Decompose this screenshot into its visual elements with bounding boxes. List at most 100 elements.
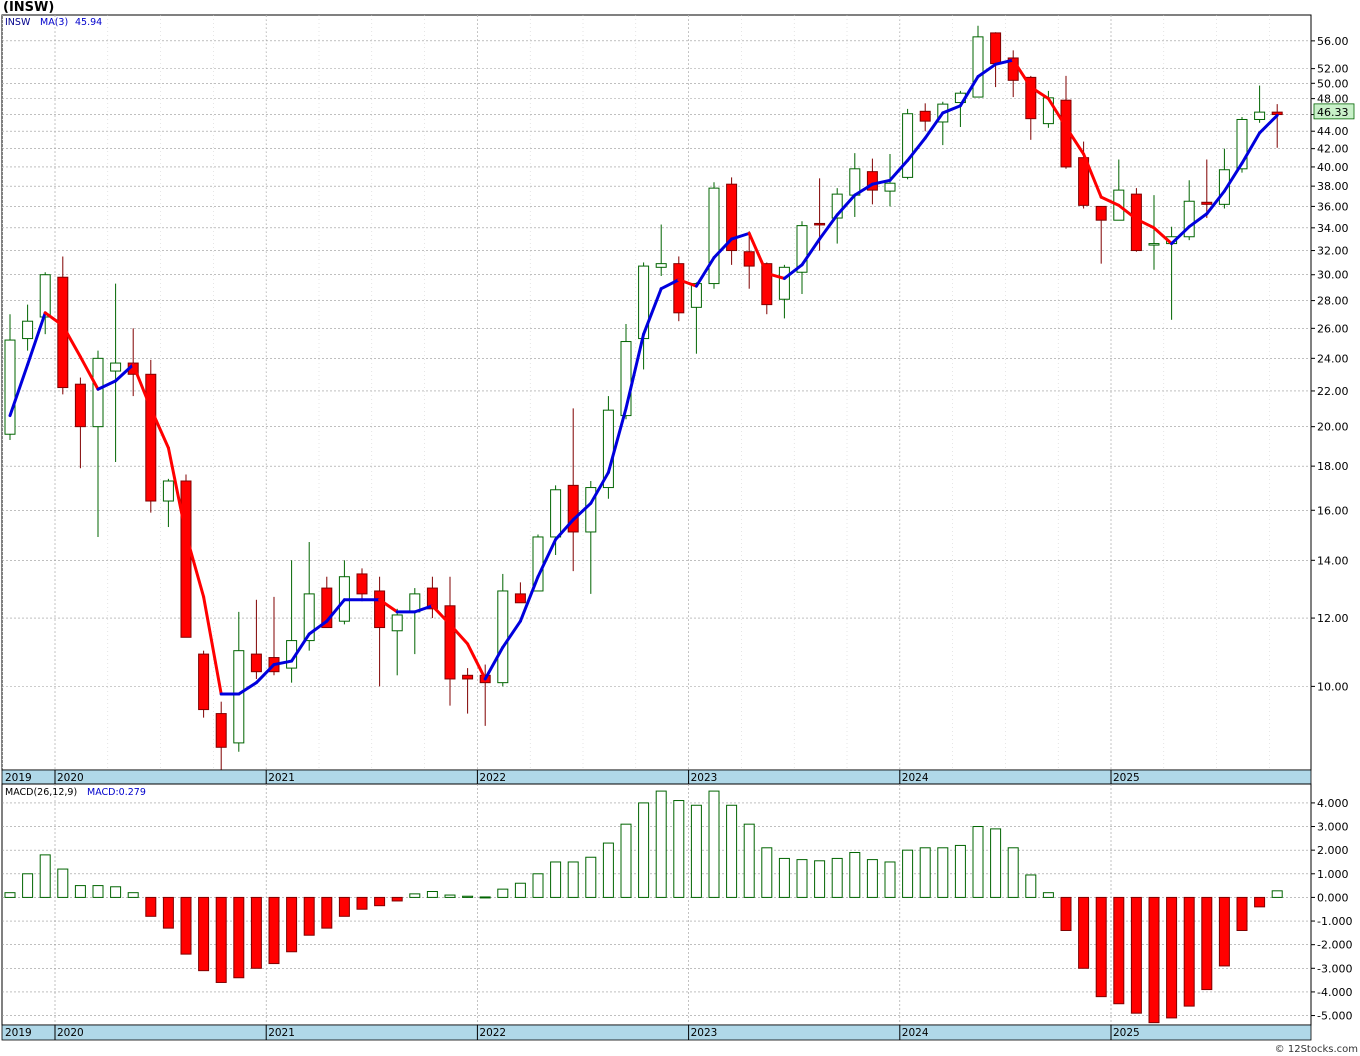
ma-line-segment [835,193,857,217]
candle-body [215,713,227,748]
ma-line-segment [747,231,769,275]
ma-line-segment [642,287,663,336]
price-tick-label: 32.00 [1317,245,1349,258]
ma-line-segment [1082,152,1103,199]
price-tick-label: 30.00 [1317,269,1349,282]
macd-bar [1236,896,1248,931]
candle-body [849,168,861,196]
price-tick-label: 50.00 [1317,77,1349,90]
ma-line-segment [166,446,188,536]
candle [497,573,509,687]
legend-symbol: INSW [5,17,31,28]
ma-line-segment [1205,189,1226,216]
candle-body [110,362,122,372]
candle-body [374,590,386,629]
macd-bar [532,873,544,898]
candle [708,182,720,289]
candle [514,582,526,604]
candle-body [1025,76,1037,120]
ma-line-segment [254,663,276,685]
legend-indicator-value: 45.94 [75,17,102,28]
page-title: (INSW) [3,0,55,15]
ma-line-segment [1222,161,1244,193]
macd-bar [567,861,579,898]
macd-bar [374,896,386,907]
macd-bar [1113,896,1125,1005]
ma-line-segment [888,158,910,182]
macd-bar [1078,896,1090,969]
macd-bar [884,861,896,898]
candle [902,108,914,180]
macd-bar [1201,896,1213,991]
ma-line-segment [1011,58,1033,89]
price-tick-label: 24.00 [1317,352,1349,365]
candle-body [902,113,914,178]
ma-line-segment [1099,195,1121,207]
price-plot-frame [1,14,1312,771]
candle-body [814,222,826,226]
macd-bar [990,828,1002,898]
ma-line-segment [765,271,786,280]
macd-bar [127,892,139,898]
macd-tick-label: 1.000 [1317,868,1349,881]
macd-bar [444,894,456,898]
candle [162,478,174,528]
macd-bar [550,861,562,898]
candle-body [39,274,51,318]
candle-body [321,587,333,629]
macd-year-label: 2023 [691,1027,718,1039]
ma-line-segment [8,363,30,418]
macd-bar [426,891,438,898]
ma-line-segment [307,619,329,636]
ma-line-segment [818,213,839,241]
macd-bar [180,896,192,955]
candle [444,576,456,706]
macd-tick-label: -3.000 [1317,962,1352,975]
macd-bar [479,896,491,899]
candle [1095,205,1107,264]
ma-line-segment [114,363,135,383]
candle-body [884,182,896,192]
macd-bar [902,849,914,898]
price-tick-label: 14.00 [1317,554,1349,567]
candle [356,568,368,600]
macd-bar [268,896,280,965]
year-label: 2022 [479,772,506,784]
candle-body [462,674,474,680]
candle-body [567,484,579,533]
candle [233,611,245,752]
candle-body [303,593,315,642]
price-tick-label: 22.00 [1317,385,1349,398]
candle-body [919,110,931,122]
macd-bar [497,888,509,898]
candle [778,264,790,319]
candle-body [198,653,210,711]
macd-bar [198,896,210,972]
candle [655,224,667,276]
macd-bar [1218,896,1230,967]
ma-line-segment [518,575,540,623]
ma-line-segment [659,278,681,291]
candle [74,377,86,469]
ma-line-segment [1134,217,1156,230]
ma-line-segment [571,501,593,522]
year-label: 2020 [57,772,84,784]
candle-body [250,653,262,673]
macd-bar [638,802,650,898]
ma-line-segment [1240,131,1262,165]
macd-tick-label: -1.000 [1317,915,1352,928]
candle-body [831,193,843,219]
macd-year-label: 2024 [902,1027,929,1039]
candle [250,599,262,679]
candle [919,103,931,132]
candle-body [180,480,192,638]
ma-line-segment [1152,226,1174,246]
price-tick-label: 16.00 [1317,504,1349,517]
candle [1218,148,1230,209]
candle-body [866,171,878,191]
footer-credit: © 12Stocks.com [1274,1044,1358,1055]
price-tick-label: 10.00 [1317,680,1349,693]
ma-line-segment [1117,203,1138,221]
candle [726,177,738,265]
